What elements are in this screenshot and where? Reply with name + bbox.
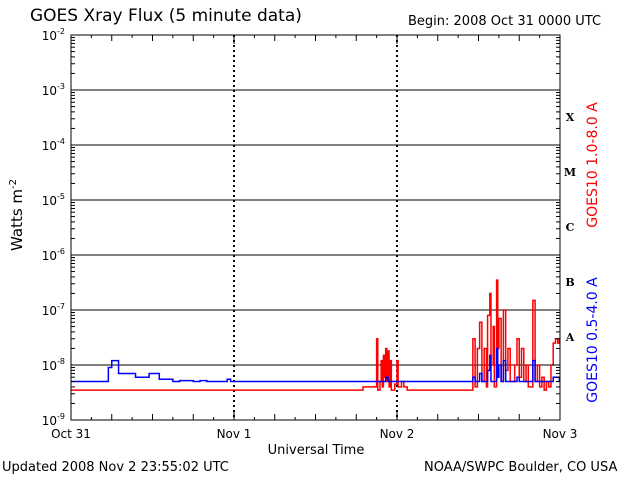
flare-class-c: C	[566, 221, 575, 234]
y-tick-label: 10-9	[42, 412, 65, 428]
y-axis-label-exponent: -2	[8, 179, 19, 189]
y-tick-label: 10-7	[42, 302, 65, 318]
x-tick-label: Nov 2	[380, 427, 415, 441]
y-tick-label-mantissa: 10	[42, 29, 57, 43]
y-tick-label: 10-3	[42, 82, 65, 98]
x-axis-label: Universal Time	[268, 443, 365, 458]
y-tick-label-exponent: -2	[57, 27, 65, 36]
x-tick-labels: Oct 31 Nov 1 Nov 2 Nov 3	[51, 427, 577, 441]
y-tick-labels: 10-910-810-710-610-510-410-310-2	[42, 27, 65, 428]
chart-title: GOES Xray Flux (5 minute data)	[30, 6, 302, 26]
legend-short-channel: GOES10 0.5-4.0 A	[585, 277, 601, 403]
y-tick-label: 10-5	[42, 192, 65, 208]
y-tick-label: 10-4	[42, 137, 65, 153]
flare-class-m: M	[564, 166, 576, 179]
x-tick-label: Nov 1	[217, 427, 252, 441]
updated-timestamp: Updated 2008 Nov 2 23:55:02 UTC	[2, 460, 229, 475]
y-tick-label-mantissa: 10	[42, 249, 57, 263]
flare-class-b: B	[565, 276, 574, 289]
y-tick-label-mantissa: 10	[42, 304, 57, 318]
y-tick-label-mantissa: 10	[42, 84, 57, 98]
y-tick-label-exponent: -6	[57, 247, 65, 256]
source-credit: NOAA/SWPC Boulder, CO USA	[424, 460, 618, 475]
flare-class-labels: A B C M X	[564, 111, 576, 344]
y-tick-label-exponent: -8	[57, 357, 65, 366]
series-line-long	[71, 279, 561, 391]
gridlines	[71, 35, 560, 420]
series-lines	[71, 279, 561, 391]
y-axis-label-text: Watts m	[8, 189, 26, 251]
y-axis-label: Watts m-2	[8, 179, 26, 251]
axes	[70, 34, 561, 421]
y-tick-label-exponent: -3	[57, 82, 65, 91]
y-tick-label-exponent: -4	[57, 137, 65, 146]
y-tick-label-exponent: -5	[57, 192, 65, 201]
y-tick-label: 10-8	[42, 357, 65, 373]
x-tick-label: Nov 3	[543, 427, 578, 441]
legend-long-channel: GOES10 1.0-8.0 A	[585, 102, 601, 228]
y-tick-label-mantissa: 10	[42, 194, 57, 208]
flare-class-a: A	[565, 331, 575, 344]
y-tick-label: 10-6	[42, 247, 65, 263]
y-tick-label: 10-2	[42, 27, 65, 43]
y-tick-label-exponent: -9	[57, 412, 65, 421]
legend: GOES10 1.0-8.0 A GOES10 0.5-4.0 A	[585, 102, 601, 403]
flare-class-x: X	[566, 111, 575, 124]
y-tick-label-mantissa: 10	[42, 414, 57, 428]
y-tick-label-mantissa: 10	[42, 139, 57, 153]
y-tick-label-mantissa: 10	[42, 359, 57, 373]
x-tick-label: Oct 31	[51, 427, 91, 441]
y-tick-label-exponent: -7	[57, 302, 65, 311]
begin-time-label: Begin: 2008 Oct 31 0000 UTC	[408, 14, 602, 29]
series-line-short	[71, 347, 561, 383]
